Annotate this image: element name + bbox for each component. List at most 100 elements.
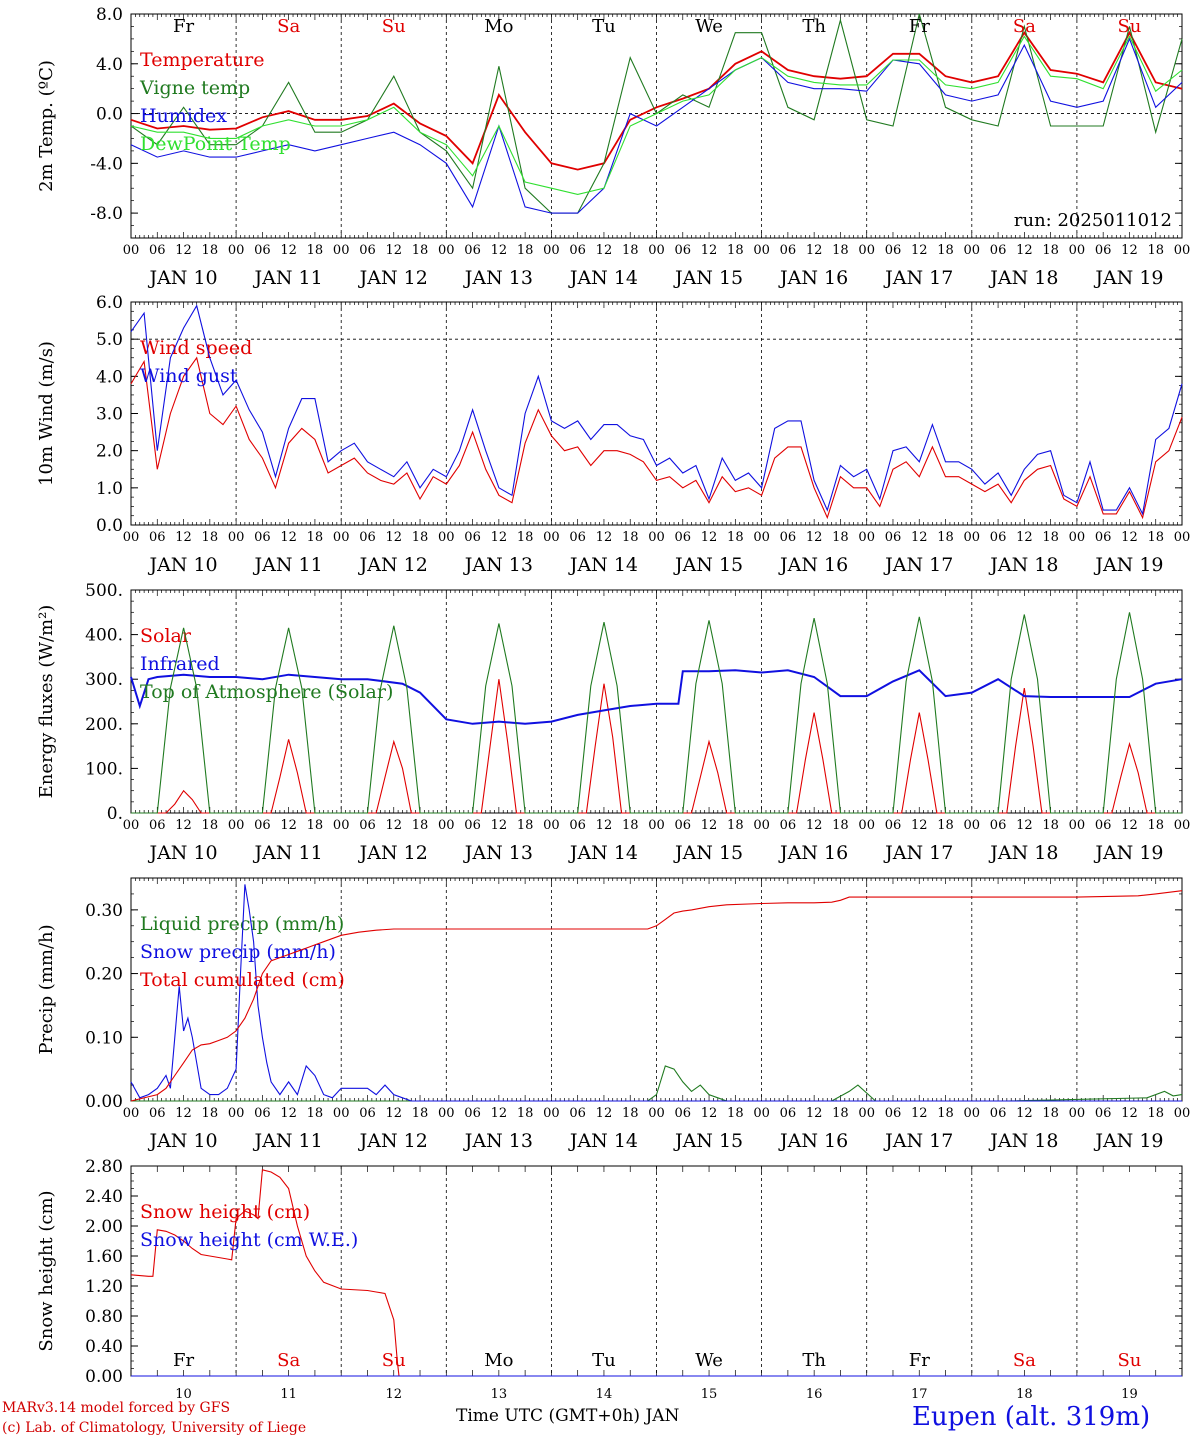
hour-label: 12 bbox=[1016, 530, 1033, 545]
hour-label: 06 bbox=[885, 1106, 902, 1121]
date-label: JAN 19 bbox=[1093, 554, 1163, 576]
hour-label: 00 bbox=[648, 1106, 665, 1121]
hour-label: 12 bbox=[911, 818, 928, 833]
day-name: Th bbox=[802, 16, 826, 37]
hour-label: 00 bbox=[648, 243, 665, 258]
hour-label: 18 bbox=[412, 530, 429, 545]
y-axis-label: Snow height (cm) bbox=[36, 1190, 57, 1351]
run-label: run: 2025011012 bbox=[1014, 210, 1172, 231]
hour-label: 18 bbox=[202, 1106, 219, 1121]
hour-label: 00 bbox=[753, 530, 770, 545]
date-label: JAN 11 bbox=[253, 554, 323, 576]
date-label: JAN 15 bbox=[673, 267, 743, 289]
hour-label: 18 bbox=[937, 818, 954, 833]
hour-label: 00 bbox=[333, 243, 350, 258]
day-name: Fr bbox=[909, 1350, 930, 1371]
hour-label: 18 bbox=[937, 1106, 954, 1121]
legend-entry: Solar bbox=[140, 625, 192, 647]
date-label: JAN 19 bbox=[1093, 842, 1163, 864]
hour-label: 00 bbox=[753, 818, 770, 833]
legend-entry: Vigne temp bbox=[139, 77, 250, 99]
date-label: JAN 10 bbox=[147, 267, 217, 289]
day-name: Fr bbox=[909, 16, 930, 37]
hour-label: 06 bbox=[254, 243, 271, 258]
hour-label: 00 bbox=[228, 530, 245, 545]
hour-label: 12 bbox=[491, 530, 508, 545]
hour-label: 06 bbox=[780, 530, 797, 545]
hour-label: 12 bbox=[280, 818, 297, 833]
hour-label: 18 bbox=[1042, 530, 1059, 545]
date-label: JAN 16 bbox=[778, 554, 848, 576]
y-tick-label: 0.0 bbox=[96, 105, 123, 125]
date-label: JAN 16 bbox=[778, 267, 848, 289]
hour-label: 00 bbox=[648, 818, 665, 833]
hour-label: 00 bbox=[1174, 243, 1191, 258]
hour-label: 18 bbox=[412, 243, 429, 258]
series-line-temperature bbox=[130, 30, 1183, 171]
hour-label: 06 bbox=[675, 530, 692, 545]
hour-label: 18 bbox=[1042, 818, 1059, 833]
hour-label: 12 bbox=[701, 530, 718, 545]
series-line-humidex bbox=[130, 37, 1183, 214]
y-tick-label: 2.00 bbox=[85, 1217, 123, 1237]
hour-label: 06 bbox=[885, 818, 902, 833]
hour-label: 00 bbox=[438, 243, 455, 258]
legend-entry: Snow height (cm W.E.) bbox=[140, 1229, 358, 1251]
y-tick-label: 8.0 bbox=[96, 5, 123, 25]
date-label: JAN 16 bbox=[778, 1130, 848, 1152]
y-tick-label: 400. bbox=[85, 626, 123, 646]
hour-label: 12 bbox=[596, 818, 613, 833]
hour-label: 00 bbox=[964, 818, 981, 833]
hour-label: 12 bbox=[491, 243, 508, 258]
hour-label: 18 bbox=[202, 530, 219, 545]
hour-label: 00 bbox=[123, 1106, 140, 1121]
day-number: 13 bbox=[491, 1387, 508, 1402]
hour-label: 00 bbox=[753, 1106, 770, 1121]
hour-label: 18 bbox=[832, 530, 849, 545]
hour-label: 12 bbox=[280, 1106, 297, 1121]
hour-label: 06 bbox=[359, 818, 376, 833]
hour-label: 00 bbox=[333, 530, 350, 545]
hour-label: 06 bbox=[569, 818, 586, 833]
y-tick-label: 0.30 bbox=[85, 901, 123, 921]
y-tick-label: 0. bbox=[107, 804, 123, 824]
legend-entry: Temperature bbox=[140, 49, 264, 71]
hour-label: 00 bbox=[438, 530, 455, 545]
hour-label: 00 bbox=[1069, 243, 1086, 258]
day-number: 15 bbox=[701, 1387, 718, 1402]
series-line-total-cumulated-cm- bbox=[130, 890, 1183, 1102]
y-tick-label: 4.0 bbox=[96, 367, 123, 387]
hour-label: 00 bbox=[648, 530, 665, 545]
y-tick-label: 1.0 bbox=[96, 479, 123, 499]
day-name: Tu bbox=[592, 16, 616, 37]
hour-label: 06 bbox=[1095, 818, 1112, 833]
day-number: 16 bbox=[806, 1387, 823, 1402]
hour-label: 06 bbox=[990, 243, 1007, 258]
hour-label: 06 bbox=[885, 530, 902, 545]
legend-entry: Wind speed bbox=[140, 337, 252, 359]
hour-label: 00 bbox=[1069, 818, 1086, 833]
hour-label: 12 bbox=[280, 530, 297, 545]
hour-label: 06 bbox=[675, 818, 692, 833]
hour-label: 06 bbox=[359, 1106, 376, 1121]
hour-label: 18 bbox=[832, 818, 849, 833]
hour-label: 18 bbox=[412, 1106, 429, 1121]
hour-label: 18 bbox=[832, 243, 849, 258]
hour-label: 06 bbox=[149, 243, 166, 258]
hour-label: 18 bbox=[727, 1106, 744, 1121]
legend-entry: Wind gust bbox=[140, 365, 238, 387]
hour-label: 12 bbox=[1121, 530, 1138, 545]
day-name: Su bbox=[1117, 16, 1141, 37]
hour-label: 12 bbox=[1016, 1106, 1033, 1121]
date-label: JAN 10 bbox=[147, 842, 217, 864]
y-tick-label: 0.40 bbox=[85, 1337, 123, 1357]
hour-label: 06 bbox=[780, 1106, 797, 1121]
hour-label: 12 bbox=[385, 243, 402, 258]
hour-label: 06 bbox=[464, 818, 481, 833]
y-tick-label: 1.60 bbox=[85, 1247, 123, 1267]
hour-label: 18 bbox=[1147, 530, 1164, 545]
hour-label: 00 bbox=[333, 818, 350, 833]
hour-label: 06 bbox=[675, 1106, 692, 1121]
hour-label: 18 bbox=[517, 1106, 534, 1121]
